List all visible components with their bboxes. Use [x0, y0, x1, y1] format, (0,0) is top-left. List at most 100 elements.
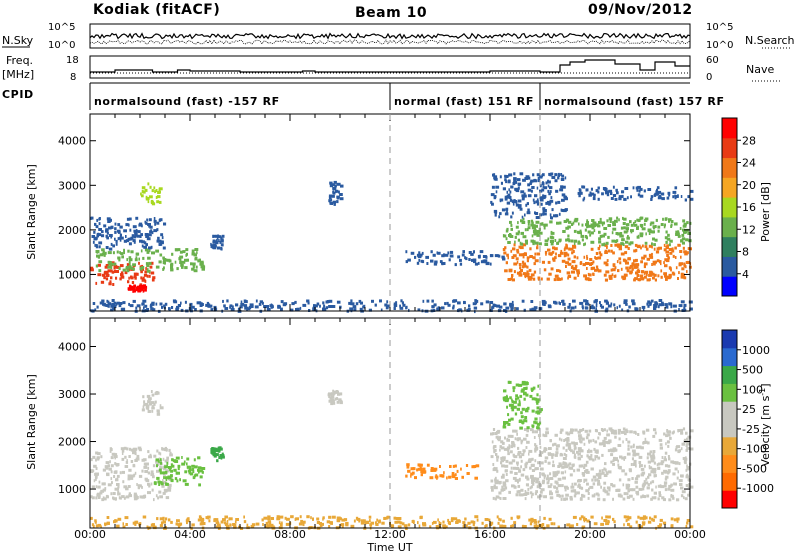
power-point	[141, 240, 145, 244]
velocity-point	[645, 428, 650, 432]
velocity-point	[504, 436, 506, 440]
velocity-point	[591, 494, 596, 498]
velocity-region	[210, 446, 225, 463]
velocity-point	[634, 477, 639, 481]
power-point	[147, 268, 149, 272]
velocity-point	[652, 450, 656, 453]
power-point	[138, 223, 142, 227]
power-point	[671, 220, 674, 223]
power-point	[254, 305, 259, 309]
velocity-point	[615, 489, 618, 492]
power-point	[535, 224, 538, 228]
power-point	[472, 258, 477, 262]
velocity-point	[525, 491, 530, 495]
velocity-point	[541, 481, 545, 485]
power-point	[439, 260, 443, 264]
velocity-point	[589, 485, 594, 489]
velocity-point	[626, 495, 631, 499]
power-point	[307, 301, 310, 305]
power-point	[638, 189, 641, 193]
velocity-point	[517, 451, 521, 454]
power-point	[565, 244, 568, 248]
velocity-point	[417, 521, 419, 525]
velocity-point	[676, 517, 680, 521]
velocity-point	[584, 470, 587, 473]
velocity-point	[525, 475, 529, 479]
velocity-point	[160, 521, 164, 525]
velocity-point	[554, 472, 559, 476]
velocity-point	[664, 456, 667, 460]
power-point	[597, 186, 600, 190]
power-point	[499, 175, 502, 179]
power-point	[614, 197, 618, 201]
velocity-point	[445, 525, 448, 529]
velocity-point	[525, 433, 529, 437]
velocity-point	[578, 434, 582, 438]
power-point	[548, 272, 552, 276]
velocity-point	[640, 525, 644, 529]
velocity-point	[189, 468, 192, 472]
velocity-point	[461, 475, 464, 479]
power-point	[638, 219, 641, 222]
power-point	[644, 245, 648, 249]
velocity-point	[574, 428, 578, 432]
power-point	[224, 307, 229, 310]
velocity-point	[276, 517, 281, 521]
velocity-point	[162, 519, 165, 523]
power-point	[573, 276, 577, 280]
velocity-point	[541, 523, 545, 526]
power-point	[594, 299, 598, 303]
power-point	[447, 303, 451, 307]
velocity-point	[122, 480, 125, 484]
velocity-point	[186, 521, 188, 525]
velocity-point	[298, 522, 303, 526]
power-point	[362, 305, 365, 309]
power-point	[496, 304, 500, 308]
power-point	[524, 239, 528, 243]
power-point	[153, 308, 156, 312]
noise-panel-frame	[89, 23, 691, 49]
power-point	[156, 239, 160, 243]
velocity-point	[179, 478, 181, 482]
velocity-point	[132, 463, 135, 467]
velocity-heatmap	[90, 380, 694, 530]
power-point	[653, 247, 656, 251]
velocity-point	[565, 465, 568, 469]
power-point	[535, 220, 540, 224]
power-point	[122, 268, 126, 272]
power-point	[661, 197, 665, 201]
velocity-point	[503, 396, 508, 400]
velocity-point	[647, 452, 651, 456]
velocity-point	[521, 382, 526, 386]
power-point	[664, 258, 668, 262]
power-point	[605, 307, 609, 311]
power-point	[535, 212, 539, 215]
velocity-point	[630, 463, 633, 466]
velocity-point	[193, 474, 196, 478]
power-point	[334, 184, 337, 188]
power-point	[644, 217, 649, 221]
velocity-point	[176, 471, 180, 475]
power-point	[675, 232, 680, 236]
power-point	[506, 253, 509, 257]
power-point	[539, 198, 544, 202]
velocity-point	[95, 477, 97, 481]
velocity-point	[97, 485, 101, 489]
nave-label: Nave	[746, 63, 774, 76]
power-point	[526, 265, 529, 269]
power-point	[159, 302, 163, 306]
velocity-point	[537, 461, 540, 465]
power-point	[588, 193, 592, 197]
power-point	[179, 250, 183, 254]
power-point	[610, 192, 613, 195]
power-point	[457, 255, 461, 259]
velocity-point	[410, 472, 414, 476]
power-point	[98, 222, 101, 226]
power-point	[149, 230, 153, 234]
velocity-point	[608, 520, 610, 524]
power-point	[599, 234, 603, 238]
power-point	[683, 303, 687, 307]
velocity-point	[104, 522, 108, 526]
power-point	[240, 300, 243, 304]
power-point	[558, 301, 560, 305]
